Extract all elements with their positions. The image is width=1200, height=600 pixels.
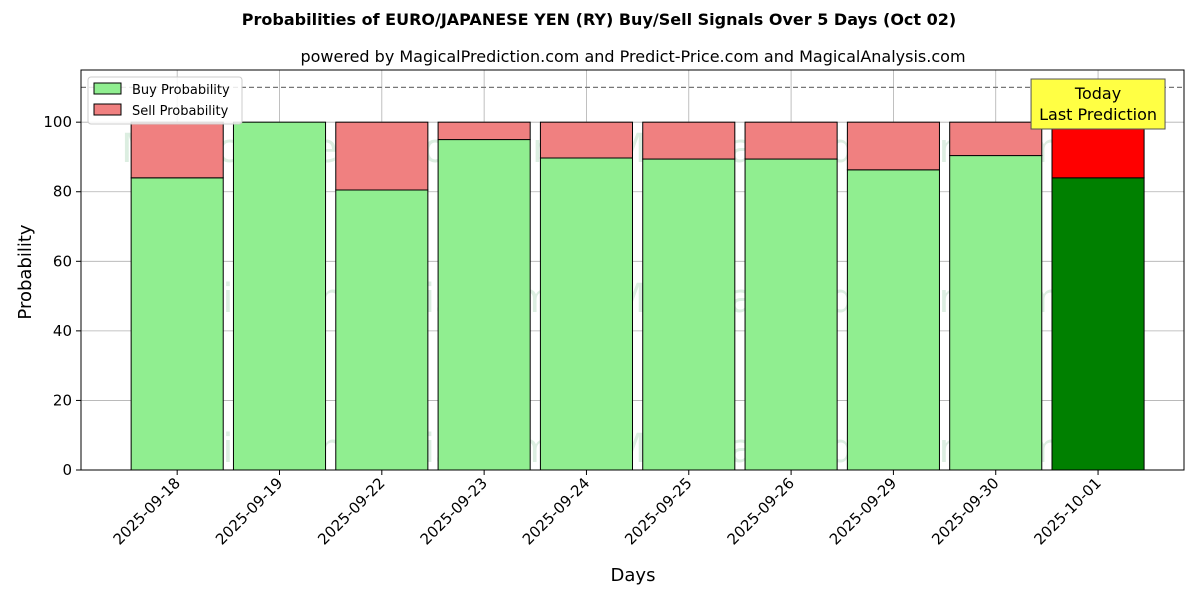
bar-sell-2025-09-29 bbox=[846, 121, 940, 171]
x-tick-label: 2025-09-25 bbox=[621, 474, 695, 548]
legend-box bbox=[87, 76, 243, 125]
y-tick-label: 0 bbox=[62, 461, 72, 479]
chart-subtitle: powered by MagicalPrediction.com and Pre… bbox=[300, 47, 965, 66]
bar-buy-2025-09-29 bbox=[846, 169, 940, 471]
x-tick-label: 2025-09-24 bbox=[519, 474, 593, 548]
bar-buy-2025-09-26 bbox=[744, 158, 838, 471]
bar-sell-2025-09-18 bbox=[130, 121, 224, 179]
annotation-text: Today bbox=[1074, 84, 1121, 103]
bar-layer bbox=[130, 121, 1145, 471]
annotation-box bbox=[1030, 78, 1166, 130]
x-tick-label: 2025-09-23 bbox=[417, 474, 491, 548]
y-tick-label: 60 bbox=[53, 252, 72, 270]
x-tick-label: 2025-09-26 bbox=[724, 474, 798, 548]
bar-buy-2025-09-23 bbox=[437, 139, 531, 471]
y-tick-label: 20 bbox=[53, 391, 72, 409]
bar-sell-2025-09-24 bbox=[539, 121, 633, 159]
bar-buy-2025-09-30 bbox=[949, 155, 1043, 471]
annotation-text: Last Prediction bbox=[1039, 105, 1157, 124]
y-axis-label: Probability bbox=[15, 224, 36, 319]
today-annotation: Today Last Prediction bbox=[1030, 78, 1166, 130]
bar-sell-2025-09-26 bbox=[744, 121, 838, 160]
y-tick-label: 40 bbox=[53, 322, 72, 340]
chart-title: Probabilities of EURO/JAPANESE YEN (RY) … bbox=[242, 10, 956, 29]
legend: Buy Probability Sell Probability bbox=[87, 76, 243, 125]
bar-buy-2025-09-25 bbox=[642, 158, 736, 471]
y-tick-label: 100 bbox=[43, 113, 72, 131]
bar-buy-2025-09-18 bbox=[130, 177, 224, 471]
legend-label: Sell Probability bbox=[132, 104, 229, 119]
x-tick-label: 2025-09-29 bbox=[826, 474, 900, 548]
plot-frame bbox=[80, 69, 1185, 471]
bar-sell-2025-09-25 bbox=[642, 121, 736, 160]
x-tick-label: 2025-09-18 bbox=[110, 474, 184, 548]
x-tick-label: 2025-09-22 bbox=[314, 474, 388, 548]
bar-buy-2025-10-01 bbox=[1051, 177, 1145, 471]
legend-swatch bbox=[93, 103, 122, 116]
bar-buy-2025-09-19 bbox=[232, 121, 327, 471]
bar-sell-2025-09-30 bbox=[949, 121, 1043, 157]
y-tick-label: 80 bbox=[53, 183, 72, 201]
x-tick-label: 2025-10-01 bbox=[1031, 474, 1105, 548]
x-tick-label: 2025-09-30 bbox=[928, 474, 1002, 548]
bar-sell-2025-09-23 bbox=[437, 121, 531, 141]
bar-buy-2025-09-24 bbox=[539, 157, 633, 471]
legend-swatch bbox=[93, 82, 122, 95]
legend-label: Buy Probability bbox=[132, 83, 230, 98]
bar-sell-2025-09-22 bbox=[335, 121, 429, 191]
x-axis-label: Days bbox=[611, 565, 656, 586]
bar-sell-2025-10-01 bbox=[1051, 121, 1145, 179]
x-tick-label: 2025-09-19 bbox=[212, 474, 286, 548]
bar-buy-2025-09-22 bbox=[335, 189, 429, 471]
